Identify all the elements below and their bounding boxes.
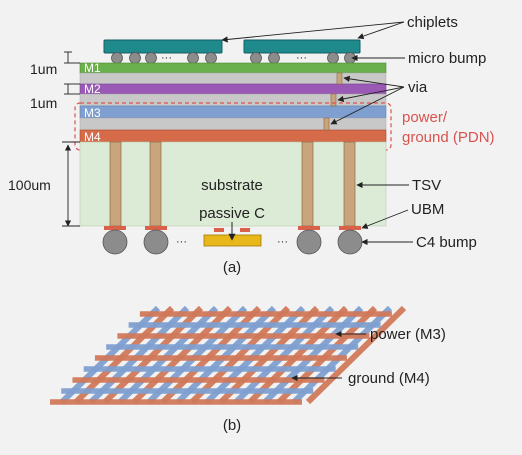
cap-pad-left [214, 228, 224, 232]
dim-100um: 100um [8, 177, 51, 193]
ground-mesh-diag-8 [305, 305, 407, 405]
ground-mesh-row-0 [139, 311, 392, 317]
layer-m1 [79, 62, 387, 74]
power-mesh-row-1 [128, 322, 381, 328]
power-m3-label: power (M3) [370, 326, 446, 343]
via-2 [330, 93, 337, 107]
power-mesh-row-3 [106, 344, 359, 350]
power-mesh-row-5 [83, 366, 336, 372]
label-m2: M2 [84, 82, 101, 96]
c4-bumps [102, 229, 363, 255]
tsv-label: TSV [412, 177, 441, 194]
label-m4: M4 [84, 130, 101, 144]
via-label: via [408, 79, 428, 96]
bump-ellipsis-left: ··· [161, 52, 172, 64]
label-m1: M1 [84, 61, 101, 75]
substrate-label: substrate [201, 177, 263, 194]
ground-mesh-row-4 [94, 355, 347, 361]
c4-ellipsis-right: ··· [277, 236, 288, 248]
chiplets-label: chiplets [407, 14, 458, 31]
pdn-mesh: power (M3) ground (M4) (b) [50, 305, 446, 434]
caption-b: (b) [223, 417, 241, 434]
passive-c-label: passive C [199, 205, 265, 222]
cross-section: ··· ··· M1 M2 M3 M4 [8, 14, 495, 276]
pdn-label-line2: ground (PDN) [402, 129, 495, 146]
bump-ellipsis-right: ··· [296, 52, 307, 64]
substrate [79, 141, 387, 227]
c4-bump-label: C4 bump [416, 234, 477, 251]
callout-arrows [221, 21, 413, 246]
ground-mesh-row-2 [117, 333, 370, 339]
layer-m4 [79, 129, 387, 143]
dimension-lines [62, 51, 80, 227]
chiplet-right [243, 39, 361, 54]
chiplet-left [103, 39, 223, 54]
ubm-label: UBM [411, 201, 444, 218]
dim-1um-top: 1um [30, 61, 57, 77]
micro-bump-label: micro bump [408, 50, 486, 67]
pdn-label-line1: power/ [402, 109, 448, 126]
ground-m4-label: ground (M4) [348, 370, 430, 387]
via-3 [323, 117, 330, 131]
layer-m3 [79, 105, 387, 119]
via-1 [336, 72, 343, 85]
caption-a: (a) [223, 259, 241, 276]
power-mesh-row-7 [61, 388, 314, 394]
label-m3: M3 [84, 106, 101, 120]
dim-1um-mid: 1um [30, 95, 57, 111]
layer-m2 [79, 83, 387, 95]
cap-pad-right [240, 228, 250, 232]
micro-bumps [111, 52, 356, 64]
ubm-pads [104, 226, 361, 230]
ground-mesh-row-8 [50, 399, 302, 405]
ground-mesh-row-6 [72, 377, 325, 383]
c4-ellipsis-left: ··· [176, 236, 187, 248]
